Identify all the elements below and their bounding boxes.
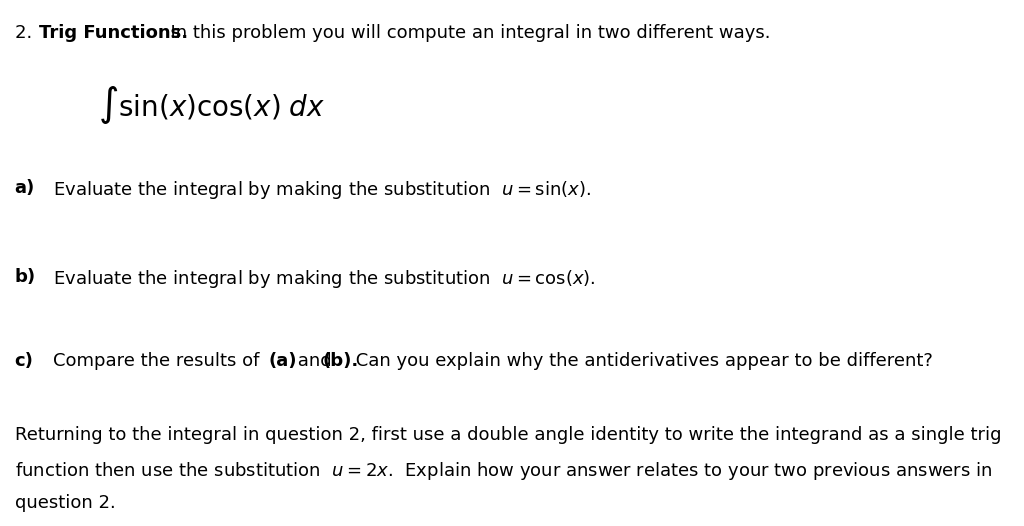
Text: Trig Functions.: Trig Functions. (39, 24, 188, 42)
Text: (b).: (b). (323, 352, 358, 370)
Text: question 2.: question 2. (14, 494, 116, 512)
Text: Compare the results of: Compare the results of (53, 352, 265, 370)
Text: In this problem you will compute an integral in two different ways.: In this problem you will compute an inte… (160, 24, 771, 42)
Text: b): b) (14, 268, 36, 286)
Text: and: and (292, 352, 337, 370)
Text: function then use the substitution  $u = 2x$.  Explain how your answer relates t: function then use the substitution $u = … (14, 460, 992, 482)
Text: (a): (a) (268, 352, 297, 370)
Text: Evaluate the integral by making the substitution  $u = \sin(x)$.: Evaluate the integral by making the subs… (53, 179, 591, 201)
Text: Can you explain why the antiderivatives appear to be different?: Can you explain why the antiderivatives … (349, 352, 933, 370)
Text: Returning to the integral in question 2, first use a double angle identity to wr: Returning to the integral in question 2,… (14, 426, 1001, 444)
Text: $\int \sin(x)\cos(x)\; dx$: $\int \sin(x)\cos(x)\; dx$ (98, 84, 325, 126)
Text: 2.: 2. (14, 24, 38, 42)
Text: Evaluate the integral by making the substitution  $u = \cos(x)$.: Evaluate the integral by making the subs… (53, 268, 596, 290)
Text: a): a) (14, 179, 35, 197)
Text: c): c) (14, 352, 34, 370)
